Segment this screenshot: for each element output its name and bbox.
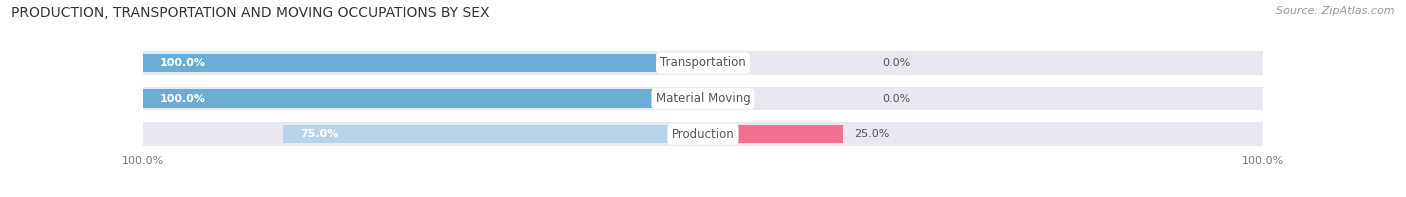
Bar <box>143 86 1263 111</box>
Text: Transportation: Transportation <box>661 56 745 69</box>
Text: Production: Production <box>672 128 734 141</box>
Bar <box>143 51 1263 75</box>
Text: Source: ZipAtlas.com: Source: ZipAtlas.com <box>1277 6 1395 16</box>
Text: 0.0%: 0.0% <box>882 94 910 103</box>
Bar <box>703 125 844 143</box>
Bar <box>283 125 703 143</box>
Text: 100.0%: 100.0% <box>160 94 207 103</box>
Bar <box>143 89 703 108</box>
Bar <box>143 54 703 72</box>
Text: 0.0%: 0.0% <box>882 58 910 68</box>
Text: Material Moving: Material Moving <box>655 92 751 105</box>
Text: PRODUCTION, TRANSPORTATION AND MOVING OCCUPATIONS BY SEX: PRODUCTION, TRANSPORTATION AND MOVING OC… <box>11 6 489 20</box>
Text: 75.0%: 75.0% <box>299 129 339 139</box>
Bar <box>143 122 1263 146</box>
Text: 100.0%: 100.0% <box>160 58 207 68</box>
Text: 25.0%: 25.0% <box>855 129 890 139</box>
